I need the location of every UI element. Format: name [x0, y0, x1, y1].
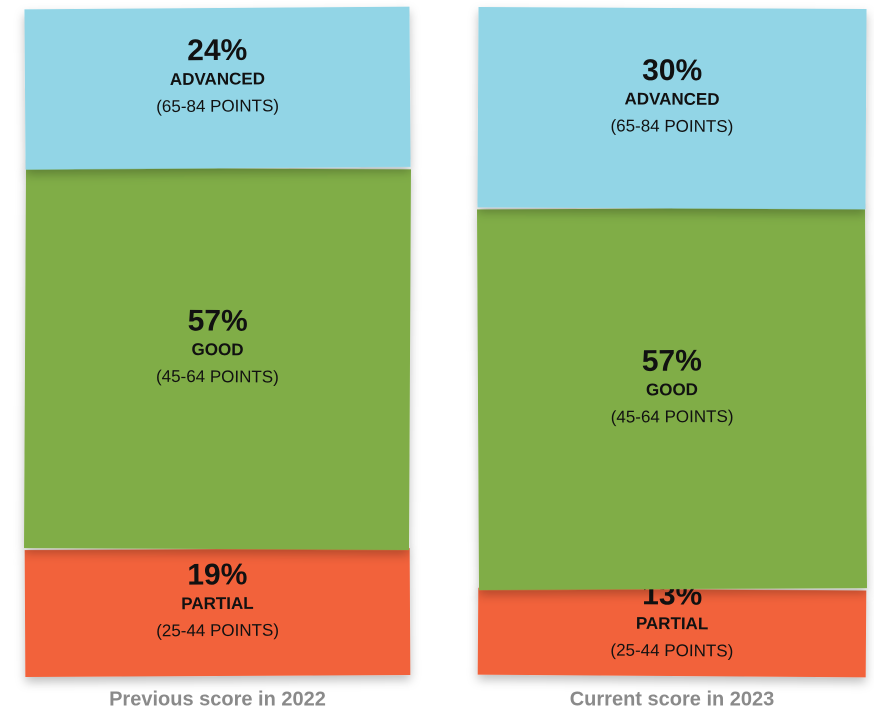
bar [477, 6, 867, 210]
category-label: Previous score in 2022 [109, 688, 326, 710]
range-label: (65-84 POINTS) [156, 96, 279, 116]
bar [24, 548, 411, 678]
note: 24%ADVANCED (65-84 POINTS) [24, 6, 411, 170]
range-label: (25-44 POINTS) [156, 621, 279, 641]
series-name: ADVANCED [624, 89, 719, 108]
note: 30% ADVANCED (65-84 POINTS) [477, 6, 867, 210]
note: 19% PARTIAL (25-44 POINTS) [24, 548, 411, 678]
range-label: (45-64 POINTS) [156, 367, 279, 387]
range-label: (45-64 POINTS) [611, 407, 734, 427]
bar [477, 587, 867, 678]
note: 13%PARTIAL(25-44 POINTS) [477, 578, 867, 678]
value-label: 57% [642, 345, 702, 378]
range-label: (65-84 POINTS) [610, 116, 733, 136]
series-name: GOOD [192, 340, 244, 359]
value-label: 19% [187, 558, 247, 591]
value-label: 30% [642, 54, 702, 87]
series-name: PARTIAL [636, 614, 709, 634]
series-name: PARTIAL [181, 594, 254, 613]
range-label: (25-44 POINTS) [610, 641, 733, 661]
series-name: GOOD [646, 380, 698, 399]
value-label: 24% [187, 34, 247, 67]
note: 57% GOOD (45-64 POINTS) [477, 207, 867, 591]
series-name: ADVANCED [170, 69, 265, 89]
bar [24, 6, 411, 170]
bar [24, 167, 411, 551]
value-label: 57% [188, 304, 248, 337]
bar [477, 207, 867, 591]
category-label: Current score in 2023 [570, 688, 775, 710]
note: 57% GOOD (45-64 POINTS) [24, 167, 411, 551]
